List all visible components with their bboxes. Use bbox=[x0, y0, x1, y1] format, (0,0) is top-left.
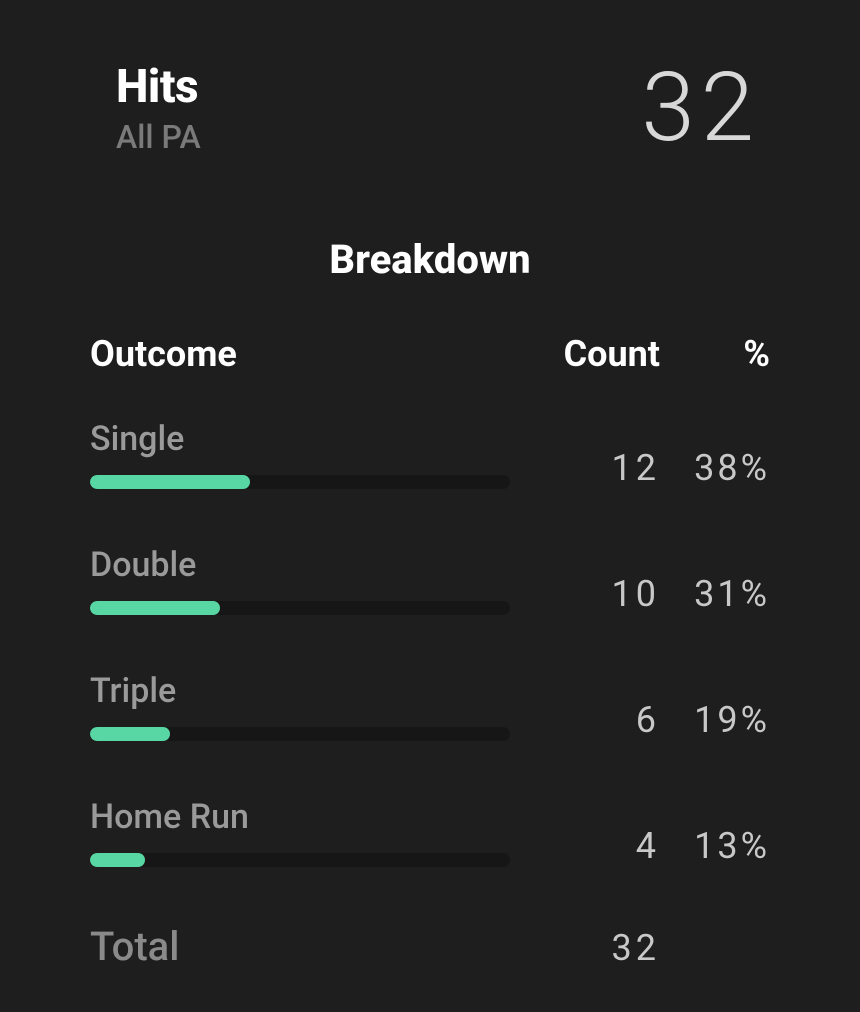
total-label: Total bbox=[90, 923, 530, 970]
table-header: Outcome Count % bbox=[80, 333, 780, 375]
card-title: Hits bbox=[116, 60, 201, 114]
row-left: Double bbox=[90, 545, 530, 615]
bar-track bbox=[90, 601, 510, 615]
row-left: Home Run bbox=[90, 797, 530, 867]
row-count: 4 bbox=[530, 825, 660, 867]
total-row: Total 32 bbox=[80, 923, 780, 970]
card-value: 32 bbox=[642, 60, 761, 156]
col-header-outcome: Outcome bbox=[90, 333, 530, 375]
col-header-count: Count bbox=[530, 333, 660, 375]
bar-fill bbox=[90, 475, 250, 489]
row-count: 6 bbox=[530, 699, 660, 741]
row-pct: 13% bbox=[660, 825, 770, 867]
row-count: 10 bbox=[530, 573, 660, 615]
table-row: Double 1031% bbox=[80, 545, 780, 615]
row-label: Single bbox=[90, 419, 510, 459]
row-left: Triple bbox=[90, 671, 530, 741]
table-row: Single 1238% bbox=[80, 419, 780, 489]
section-title: Breakdown bbox=[80, 236, 780, 283]
breakdown-table: Outcome Count % Single 1238% Double 1031% Tr… bbox=[80, 333, 780, 970]
bar-fill bbox=[90, 727, 170, 741]
col-header-pct: % bbox=[660, 333, 770, 375]
bar-track bbox=[90, 475, 510, 489]
row-pct: 31% bbox=[660, 573, 770, 615]
card-subtitle: All PA bbox=[116, 118, 201, 156]
table-row: Home Run 413% bbox=[80, 797, 780, 867]
row-pct: 19% bbox=[660, 699, 770, 741]
row-pct: 38% bbox=[660, 447, 770, 489]
header: Hits All PA 32 bbox=[80, 60, 780, 156]
row-label: Home Run bbox=[90, 797, 510, 837]
header-left: Hits All PA bbox=[116, 60, 201, 156]
table-row: Triple 619% bbox=[80, 671, 780, 741]
row-count: 12 bbox=[530, 447, 660, 489]
stats-card: Hits All PA 32 Breakdown Outcome Count %… bbox=[0, 0, 860, 1010]
row-label: Double bbox=[90, 545, 510, 585]
row-label: Triple bbox=[90, 671, 510, 711]
bar-fill bbox=[90, 601, 220, 615]
bar-track bbox=[90, 727, 510, 741]
bar-fill bbox=[90, 853, 145, 867]
row-left: Single bbox=[90, 419, 530, 489]
total-count: 32 bbox=[530, 927, 660, 969]
bar-track bbox=[90, 853, 510, 867]
